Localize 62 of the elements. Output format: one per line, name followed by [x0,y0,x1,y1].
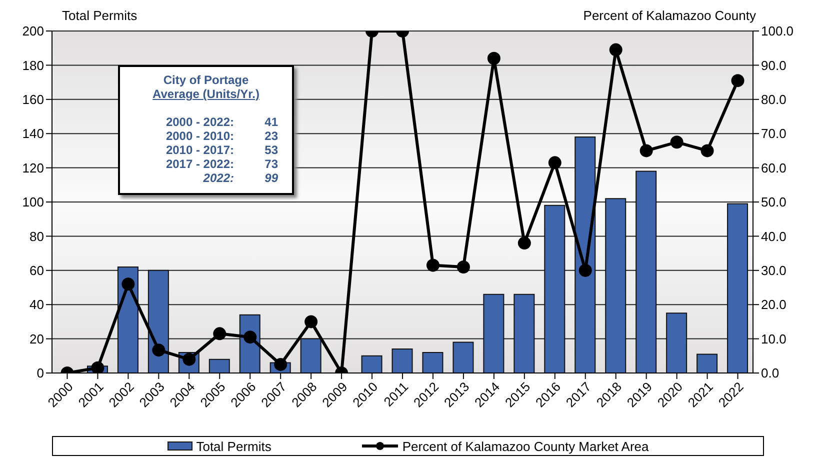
y-tick-label: 180 [22,58,44,73]
y2-tick-label: 0.0 [761,366,780,381]
y2-tick-label: 10.0 [761,331,786,346]
y-tick-label: 140 [22,126,44,142]
y-tick-label: 20 [30,331,44,346]
bar [727,203,748,373]
y2-tick-label: 20.0 [761,297,786,312]
point [304,315,318,328]
point [274,358,288,371]
point [609,43,622,56]
y-tick-label: 60 [30,263,44,278]
point [426,258,440,272]
point [700,144,714,158]
point [731,74,744,88]
point [213,327,226,340]
y2-tick-label: 80.0 [761,92,786,108]
y2-tick-label: 30.0 [761,263,786,278]
y-tick-label: 100 [22,194,44,210]
point [152,344,166,357]
annotation: City of Portage [162,73,250,87]
bar [422,352,444,373]
legend-label: Total Permits [195,438,272,454]
point [548,156,562,170]
y2-tick-label: 40.0 [761,228,786,244]
bar [300,338,322,373]
point [578,264,592,277]
bar [605,198,626,373]
y2-tick-label: 60.0 [761,160,786,176]
point [670,136,684,149]
y-tick-label: 120 [22,160,44,176]
y2-tick-label: 50.0 [761,194,786,210]
y-tick-label: 200 [22,24,44,39]
bar [452,342,474,373]
y-tick-label: 0 [36,366,44,381]
bar [696,354,718,373]
point [640,144,653,158]
point [518,236,531,250]
y2-axis-title: Percent of Kalamazoo County [583,8,756,23]
y2-tick-label: 70.0 [761,126,786,142]
y-tick-label: 40 [30,297,44,312]
y2-tick-label: 90.0 [761,58,786,73]
bar [666,312,688,373]
point [456,260,470,274]
bar [514,294,535,373]
bar [392,348,413,373]
point [91,361,104,373]
bar [361,355,382,373]
y-tick-label: 160 [22,92,44,108]
y-tick-label: 80 [30,228,44,244]
bar [636,170,657,373]
y-axis-title: Total Permits [62,8,138,23]
point [487,52,500,65]
point [122,278,135,291]
annotation: Average (Units/Yr.) [152,87,260,101]
point [244,330,257,344]
bar [544,204,566,373]
bar [483,294,504,373]
bar [574,136,596,373]
y2-tick-label: 100.0 [761,24,794,39]
bar [208,358,230,373]
note-box: City of Portage Average (Units/Yr.) 2000 - 2022: 41 2000 - 2010: 23 2010 - 2017: 53 2017 - 2022: 73 2022: 99 [118,65,294,195]
legend-label: Percent of Kalamazoo County Market Area [401,438,649,454]
